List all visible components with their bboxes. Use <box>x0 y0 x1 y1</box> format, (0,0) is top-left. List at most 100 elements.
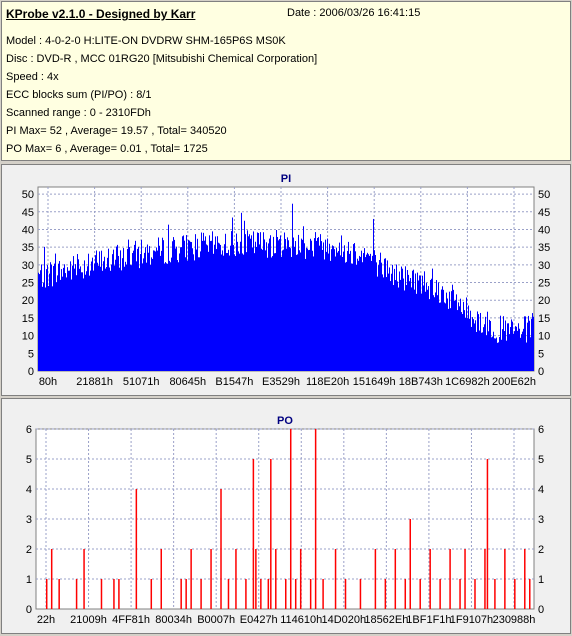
pi-bar <box>125 261 126 371</box>
pi-bar <box>487 311 488 371</box>
pi-bar <box>266 242 267 371</box>
pi-bar <box>136 261 137 371</box>
po-spike <box>314 429 317 609</box>
pi-bar <box>247 230 248 371</box>
pi-bar <box>175 248 176 371</box>
pi-bar <box>201 232 202 371</box>
pi-bar <box>502 329 503 371</box>
pi-bar <box>46 269 47 371</box>
po-spike <box>449 549 451 609</box>
pi-series <box>38 203 534 371</box>
pi-bar <box>359 255 360 371</box>
pi-bar <box>489 319 490 371</box>
po-spike <box>529 579 531 609</box>
po-spike <box>394 549 397 609</box>
pi-bar <box>87 266 88 371</box>
pi-bar <box>389 267 390 371</box>
pi-bar <box>353 244 354 371</box>
po-y-tick-right: 0 <box>538 604 544 616</box>
pi-bar <box>264 239 265 371</box>
info-model: Model : 4-0-2-0 H:LITE-ON DVDRW SHM-165P… <box>6 35 286 47</box>
pi-bar <box>287 237 288 371</box>
pi-bar <box>528 315 529 371</box>
pi-y-tick-left: 35 <box>22 242 34 254</box>
pi-bar <box>497 342 498 371</box>
info-disc: Disc : DVD-R , MCC 01RG20 [Mitsubishi Ch… <box>6 53 318 65</box>
po-spike <box>464 549 466 609</box>
pi-bar <box>475 320 476 371</box>
pi-bar <box>81 272 82 371</box>
pi-bar <box>256 246 257 371</box>
pi-bar <box>249 234 250 371</box>
pi-bar <box>41 264 42 371</box>
pi-bar <box>334 249 335 371</box>
po-spike <box>135 489 138 609</box>
pi-bar <box>351 263 352 371</box>
pi-bar <box>469 318 470 371</box>
pi-bar <box>153 250 154 371</box>
pi-bar <box>403 278 404 371</box>
pi-bar <box>277 237 278 371</box>
pi-bar <box>282 250 283 371</box>
pi-bar <box>146 262 147 371</box>
pi-bar <box>513 333 514 371</box>
po-y-tick-right: 5 <box>538 454 544 466</box>
pi-bar <box>338 251 339 371</box>
pi-bar <box>74 268 75 371</box>
pi-bar <box>483 327 484 371</box>
pi-bar <box>461 312 462 371</box>
pi-bar <box>118 255 119 371</box>
pi-bar <box>462 314 463 371</box>
pi-bar <box>226 253 227 371</box>
pi-bar <box>101 250 102 371</box>
pi-bar <box>470 310 471 371</box>
pi-bar <box>377 276 378 371</box>
po-spike <box>514 579 516 609</box>
pi-bar <box>86 271 87 371</box>
pi-bar <box>378 265 379 371</box>
pi-bar <box>383 277 384 371</box>
po-spike <box>344 579 347 609</box>
po-spike <box>359 579 362 609</box>
pi-bar <box>171 257 172 371</box>
pi-bar <box>217 236 218 371</box>
pi-bar <box>382 274 383 371</box>
pi-bar <box>199 257 200 371</box>
pi-bar <box>164 263 165 371</box>
pi-bar <box>64 264 65 371</box>
pi-x-tick-label: 1C6982h <box>445 376 490 388</box>
pi-bar <box>302 239 303 371</box>
pi-bar <box>362 262 363 371</box>
pi-bar <box>350 250 351 371</box>
po-spike <box>255 549 257 609</box>
pi-bar <box>139 268 140 371</box>
pi-bar <box>78 259 79 371</box>
pi-bar <box>90 270 91 371</box>
pi-bar <box>485 316 486 371</box>
pi-y-tick-right: 40 <box>538 224 550 236</box>
pi-chart-panel: PI 0 0 5 5 10 10 15 15 20 20 25 25 30 30 35 35 40 40 45 45 50… <box>1 164 571 396</box>
pi-bar <box>310 238 311 371</box>
pi-bar <box>430 280 431 371</box>
pi-bar <box>267 257 268 371</box>
po-x-tick-label: E0427h <box>240 614 278 626</box>
pi-bar <box>477 311 478 371</box>
pi-bar <box>370 253 371 371</box>
pi-bar <box>72 265 73 371</box>
pi-bar <box>325 239 326 371</box>
pi-bar <box>150 264 151 371</box>
pi-bar <box>420 275 421 371</box>
pi-bar <box>399 271 400 371</box>
pi-bar <box>289 247 290 371</box>
pi-bar <box>415 273 416 371</box>
pi-bar <box>45 287 46 371</box>
pi-bar <box>322 249 323 371</box>
po-chart: PO 0 0 1 1 2 2 3 3 4 4 5 5 6 6 22h 21009h 4FF81h 80034h B00… <box>26 415 544 626</box>
pi-bar <box>133 250 134 371</box>
pi-bar <box>335 256 336 371</box>
po-spike <box>374 549 377 609</box>
pi-bar <box>54 263 55 371</box>
pi-bar <box>347 250 348 371</box>
po-spike <box>459 579 461 609</box>
pi-bar <box>431 278 432 371</box>
